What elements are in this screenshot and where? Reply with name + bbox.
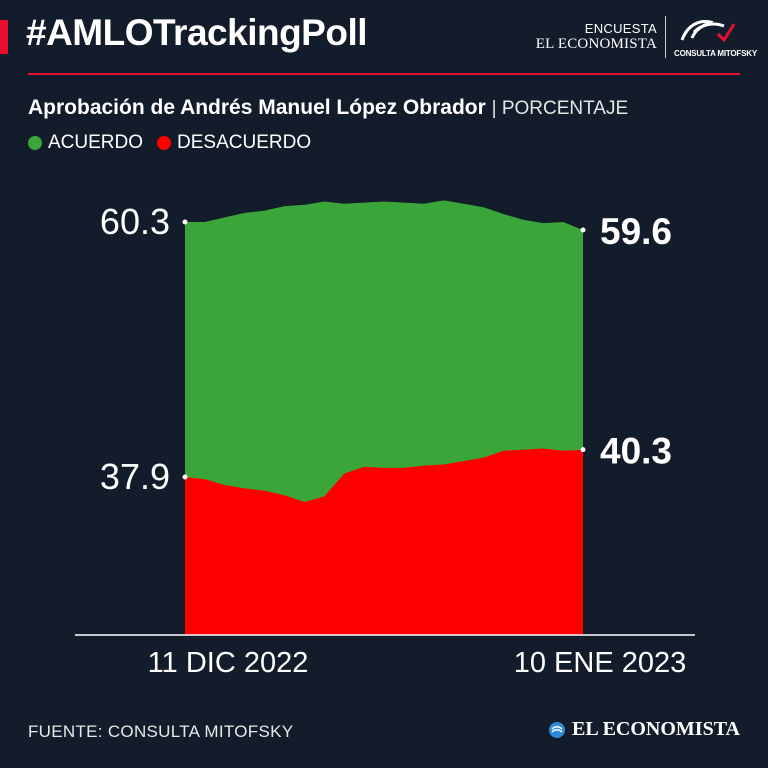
start-point-acuerdo bbox=[182, 219, 188, 225]
page-title: #AMLOTrackingPoll bbox=[26, 12, 368, 53]
end-label-desacuerdo: 40.3 bbox=[600, 431, 672, 472]
end-label-acuerdo: 59.6 bbox=[600, 211, 672, 252]
legend-item-desacuerdo: DESACUERDO bbox=[157, 132, 311, 154]
chart-subtitle: Aprobación de Andrés Manuel López Obrado… bbox=[28, 96, 628, 120]
end-point-desacuerdo bbox=[580, 447, 586, 453]
start-label-desacuerdo: 37.9 bbox=[100, 456, 170, 497]
legend-label-desacuerdo: DESACUERDO bbox=[177, 132, 312, 153]
footer-source: FUENTE: CONSULTA MITOFSKY bbox=[28, 722, 294, 741]
brand-divider bbox=[665, 16, 666, 58]
mitofsky-logo-icon bbox=[680, 20, 736, 43]
area-series-desacuerdo bbox=[185, 448, 583, 635]
header-brand: ENCUESTA EL ECONOMISTA CONSULTA MITOFSKY bbox=[536, 14, 757, 60]
legend-dot-acuerdo bbox=[28, 136, 42, 150]
start-label-acuerdo: 60.3 bbox=[100, 201, 170, 242]
start-point-desacuerdo bbox=[182, 474, 188, 480]
brand-line1: ENCUESTA bbox=[584, 21, 657, 36]
brand-logo-text: CONSULTA MITOFSKY bbox=[674, 49, 757, 58]
legend-label-acuerdo: ACUERDO bbox=[48, 132, 144, 153]
subtitle-unit: | PORCENTAJE bbox=[491, 98, 629, 119]
x-label-start: 11 DIC 2022 bbox=[148, 647, 309, 679]
subtitle-main: Aprobación de Andrés Manuel López Obrado… bbox=[28, 96, 486, 119]
footer-brand-label: EL ECONOMISTA bbox=[572, 718, 740, 740]
brand-line2: EL ECONOMISTA bbox=[535, 36, 657, 52]
el-economista-icon bbox=[549, 721, 565, 738]
mitofsky-logo: CONSULTA MITOFSKY bbox=[674, 14, 757, 60]
legend-item-acuerdo: ACUERDO bbox=[28, 132, 143, 154]
header-rule bbox=[28, 73, 740, 75]
legend-dot-desacuerdo bbox=[157, 136, 172, 150]
accent-bar bbox=[0, 20, 8, 54]
footer-brand: EL ECONOMISTA bbox=[548, 718, 740, 741]
legend: ACUERDO DESACUERDO bbox=[28, 132, 325, 154]
brand-text: ENCUESTA EL ECONOMISTA bbox=[536, 22, 657, 52]
x-label-end: 10 ENE 2023 bbox=[514, 647, 687, 679]
end-point-acuerdo bbox=[580, 227, 586, 233]
